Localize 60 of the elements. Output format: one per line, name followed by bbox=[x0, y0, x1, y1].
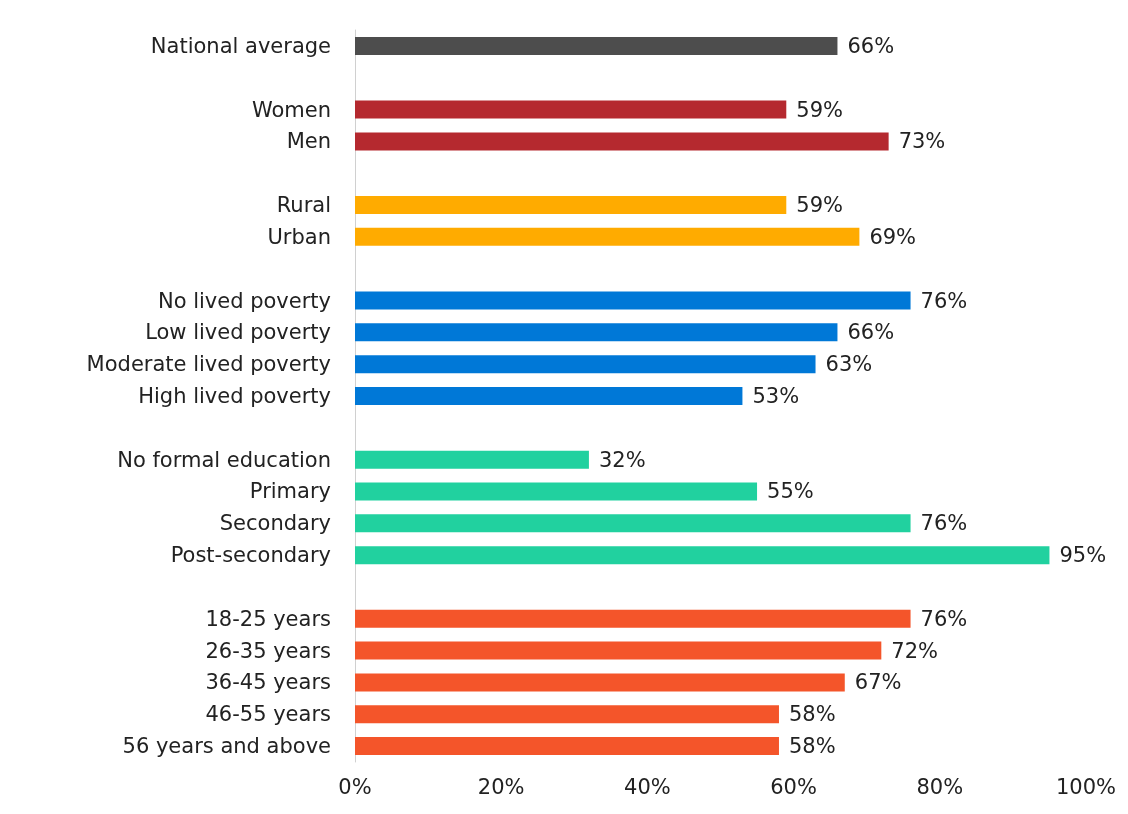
bar bbox=[355, 673, 845, 692]
bar bbox=[355, 36, 838, 55]
data-label: 66% bbox=[847, 320, 895, 345]
bar bbox=[355, 546, 1050, 565]
y-tick-label: 36-45 years bbox=[205, 670, 331, 695]
bar bbox=[355, 196, 787, 215]
data-label: 69% bbox=[869, 224, 917, 249]
y-tick-label: Men bbox=[286, 129, 331, 154]
bar bbox=[355, 132, 889, 151]
data-label: 53% bbox=[752, 384, 800, 408]
y-tick-label: Women bbox=[251, 97, 331, 122]
bar bbox=[355, 482, 758, 501]
y-tick-label: No lived poverty bbox=[157, 288, 331, 313]
data-label: 63% bbox=[825, 352, 873, 377]
data-label: 58% bbox=[788, 702, 836, 727]
y-tick-label: 46-55 years bbox=[205, 702, 331, 727]
y-tick-label: 26-35 years bbox=[205, 638, 331, 663]
x-tick-label: 20% bbox=[477, 774, 525, 799]
y-tick-label: 18-25 years bbox=[205, 606, 331, 631]
x-tick-label: 40% bbox=[624, 774, 671, 799]
bar bbox=[355, 450, 589, 469]
data-label: 66% bbox=[847, 33, 895, 58]
data-label: 76% bbox=[920, 511, 968, 536]
y-tick-label: Post-secondary bbox=[170, 543, 331, 568]
y-tick-label: Rural bbox=[276, 193, 331, 218]
x-tick-label: 60% bbox=[770, 774, 817, 799]
data-label: 55% bbox=[767, 479, 814, 504]
bar bbox=[355, 609, 911, 628]
bar bbox=[355, 100, 787, 119]
x-tick-label: 80% bbox=[916, 774, 964, 799]
x-tick-label: 100% bbox=[1055, 774, 1117, 799]
y-tick-label: No formal education bbox=[117, 447, 331, 472]
bar bbox=[355, 227, 860, 246]
y-tick-label: Urban bbox=[267, 224, 331, 249]
y-tick-label: 56 years and above bbox=[122, 734, 331, 759]
y-tick-label: Secondary bbox=[219, 511, 331, 536]
data-label: 95% bbox=[1059, 543, 1107, 568]
bar bbox=[355, 737, 779, 756]
bar bbox=[355, 323, 838, 342]
data-label: 72% bbox=[891, 638, 939, 663]
x-tick-label: 0% bbox=[338, 774, 372, 799]
y-tick-label: High lived poverty bbox=[138, 384, 331, 408]
data-label: 76% bbox=[920, 288, 968, 313]
data-label: 73% bbox=[898, 129, 946, 154]
data-label: 59% bbox=[796, 97, 843, 122]
data-label: 76% bbox=[920, 606, 968, 631]
y-tick-label: Low lived poverty bbox=[145, 320, 331, 345]
data-label: 58% bbox=[788, 734, 836, 759]
data-label: 67% bbox=[854, 670, 902, 695]
y-tick-label: National average bbox=[150, 33, 331, 58]
data-label: 59% bbox=[796, 193, 843, 218]
bar bbox=[355, 641, 882, 660]
data-label: 32% bbox=[598, 447, 646, 472]
bar bbox=[355, 291, 911, 310]
bar bbox=[355, 705, 779, 724]
bar bbox=[355, 387, 743, 405]
bar bbox=[355, 514, 911, 533]
y-tick-label: Primary bbox=[249, 479, 331, 504]
y-tick-label: Moderate lived poverty bbox=[86, 352, 331, 377]
bar bbox=[355, 355, 816, 374]
